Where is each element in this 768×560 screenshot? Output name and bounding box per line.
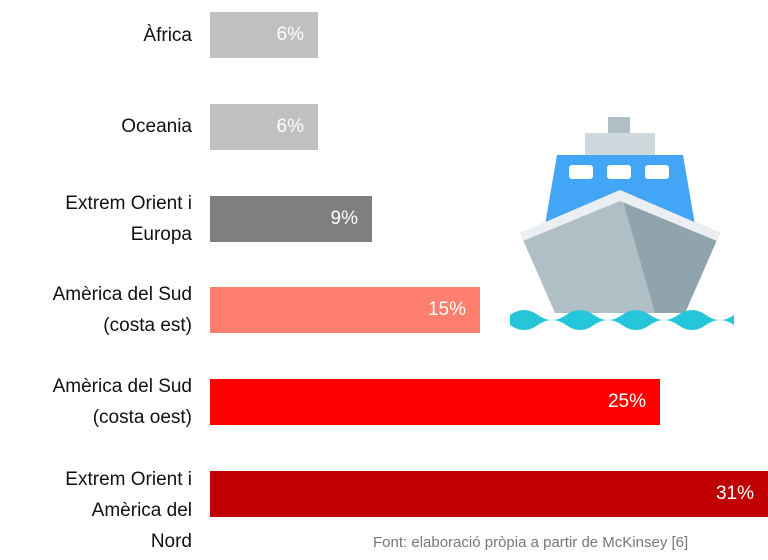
category-label: Amèrica del Sud (costa est) (52, 284, 192, 337)
value-label: 9% (330, 207, 358, 229)
category-label: Oceania (121, 116, 192, 138)
bar: 9% (210, 195, 372, 242)
category-label: Amèrica del Sud (costa oest) (52, 376, 192, 429)
source-note: Font: elaboració pròpia a partir de McKi… (373, 534, 689, 551)
value-label: 25% (607, 391, 646, 413)
value-label: 6% (276, 115, 304, 137)
bar: 25% (210, 379, 660, 426)
ship-icon (510, 117, 734, 330)
value-label: 6% (276, 24, 304, 45)
value-label: 15% (427, 299, 466, 321)
bar: 31% (210, 471, 768, 517)
bar: 6% (210, 103, 318, 150)
category-label: Extrem Orient i Europa (65, 192, 192, 245)
bar: 6% (210, 12, 318, 58)
value-label: 31% (715, 483, 754, 504)
category-label: Àfrica (143, 24, 192, 46)
bar: 15% (210, 287, 480, 334)
category-label: Extrem Orient i Amèrica del Nord (65, 468, 192, 552)
